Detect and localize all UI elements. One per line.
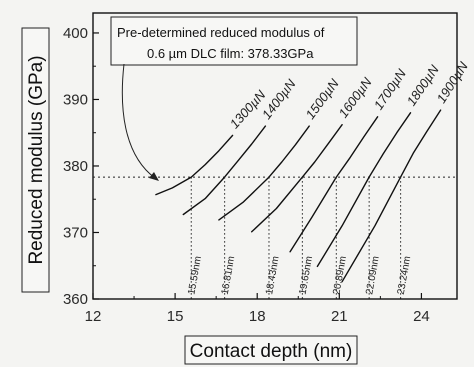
y-tick-label: 360 — [63, 291, 88, 308]
y-tick-label: 400 — [63, 25, 88, 42]
depth-label: 19.65nm — [298, 255, 316, 295]
depth-label: 18.43nm — [264, 255, 282, 295]
series-curve — [289, 116, 379, 253]
series-curve — [218, 125, 310, 221]
x-tick-label: 21 — [331, 308, 348, 325]
series-label: 1800µN — [404, 62, 443, 109]
series-curve — [182, 125, 267, 216]
x-tick-label: 12 — [85, 308, 102, 325]
x-axis-title-box — [184, 335, 358, 365]
y-axis-title-box — [21, 27, 50, 293]
depth-label: 23.24nm — [396, 255, 414, 295]
x-axis-title: Contact depth (nm) — [190, 341, 353, 362]
y-tick-label: 390 — [63, 91, 88, 108]
series-curve — [316, 112, 412, 268]
x-tick-label: 18 — [249, 308, 266, 325]
plot-frame — [92, 12, 458, 300]
depth-label: 15.59nm — [186, 255, 204, 295]
series-curve — [155, 134, 234, 196]
annotation-box — [110, 16, 358, 66]
depth-label: 22.09nm — [364, 255, 382, 295]
depth-label: 16.81nm — [220, 255, 238, 295]
x-tick-label: 24 — [413, 308, 430, 325]
x-tick-label: 15 — [167, 308, 184, 325]
annotation-line-1: Pre-determined reduced modulus of — [117, 25, 325, 40]
annotation-arrow — [121, 63, 156, 179]
series-curve — [251, 124, 343, 233]
series-label: 1500µN — [303, 76, 343, 122]
y-axis-title: Reduced modulus (GPa) — [26, 55, 47, 264]
series-label: 1600µN — [335, 74, 375, 120]
y-tick-label: 370 — [63, 224, 88, 241]
series-label: 1700µN — [371, 66, 410, 113]
series-curve — [341, 109, 442, 283]
series-label: 1900µN — [433, 59, 471, 106]
y-tick-label: 380 — [63, 158, 88, 175]
annotation-line-2: 0.6 µm DLC film: 378.33GPa — [147, 46, 314, 61]
annotation-arrowhead — [149, 172, 159, 181]
